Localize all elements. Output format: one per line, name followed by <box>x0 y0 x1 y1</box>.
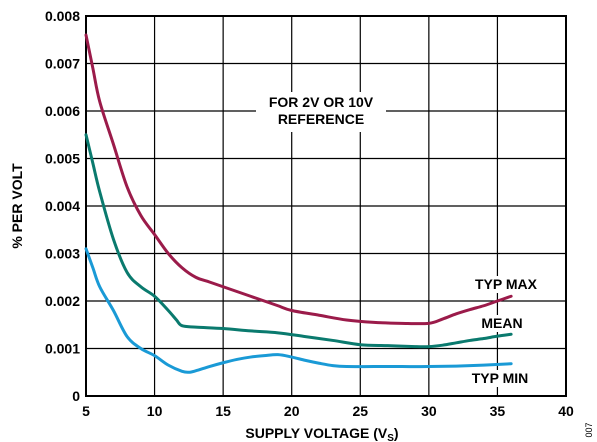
x-tick-label-6: 35 <box>490 403 506 419</box>
series-line-1 <box>84 133 513 349</box>
x-tick-label-1: 10 <box>147 403 163 419</box>
x-axis-label-main: SUPPLY VOLTAGE (V <box>245 425 388 441</box>
series-label-1: MEAN <box>481 315 522 331</box>
series-labels: TYP MAX MEAN TYP MIN <box>460 276 546 387</box>
y-axis-label: % PER VOLT <box>9 163 25 249</box>
annotation-background <box>256 92 386 132</box>
annotation-line-2: REFERENCE <box>278 111 364 127</box>
x-tick-label-3: 20 <box>284 403 300 419</box>
series-line-0 <box>84 33 513 326</box>
y-tick-label-6: 0.006 <box>45 103 80 119</box>
grid <box>85 15 567 397</box>
y-tick-label-2: 0.002 <box>45 293 80 309</box>
x-axis-label: SUPPLY VOLTAGE (VS) <box>245 425 398 442</box>
series-label-bg-2 <box>460 370 540 387</box>
y-tick-label-7: 0.007 <box>45 56 80 72</box>
x-axis-label-sub: S <box>387 433 394 442</box>
series-label-bg-1 <box>462 315 542 332</box>
x-axis-label-close: ) <box>394 425 399 441</box>
x-tick-label-0: 5 <box>82 403 90 419</box>
x-tick-label-4: 25 <box>352 403 368 419</box>
y-tick-label-0: 0 <box>72 388 80 404</box>
series-label-2: TYP MIN <box>472 370 529 386</box>
y-tick-label-3: 0.003 <box>45 246 80 262</box>
series-label-0: TYP MAX <box>475 276 538 292</box>
series-label-bg-0 <box>466 276 546 293</box>
series-line-2 <box>84 247 513 374</box>
y-tick-label-5: 0.005 <box>45 151 80 167</box>
plot-frame <box>85 15 567 397</box>
y-tick-labels: 0 0.001 0.002 0.003 0.004 0.005 0.006 0.007 0.00… <box>45 8 80 404</box>
x-tick-labels: 5 10 15 20 25 30 35 40 <box>82 403 574 419</box>
x-tick-label-2: 15 <box>215 403 231 419</box>
series-lines <box>84 33 513 374</box>
x-tick-label-7: 40 <box>558 403 574 419</box>
y-tick-label-4: 0.004 <box>45 198 80 214</box>
annotation-line-1: FOR 2V OR 10V <box>269 94 374 110</box>
x-tick-label-5: 30 <box>421 403 437 419</box>
y-tick-label-8: 0.008 <box>45 8 80 24</box>
y-tick-label-1: 0.001 <box>45 341 80 357</box>
figure-code: 007 <box>584 422 594 437</box>
